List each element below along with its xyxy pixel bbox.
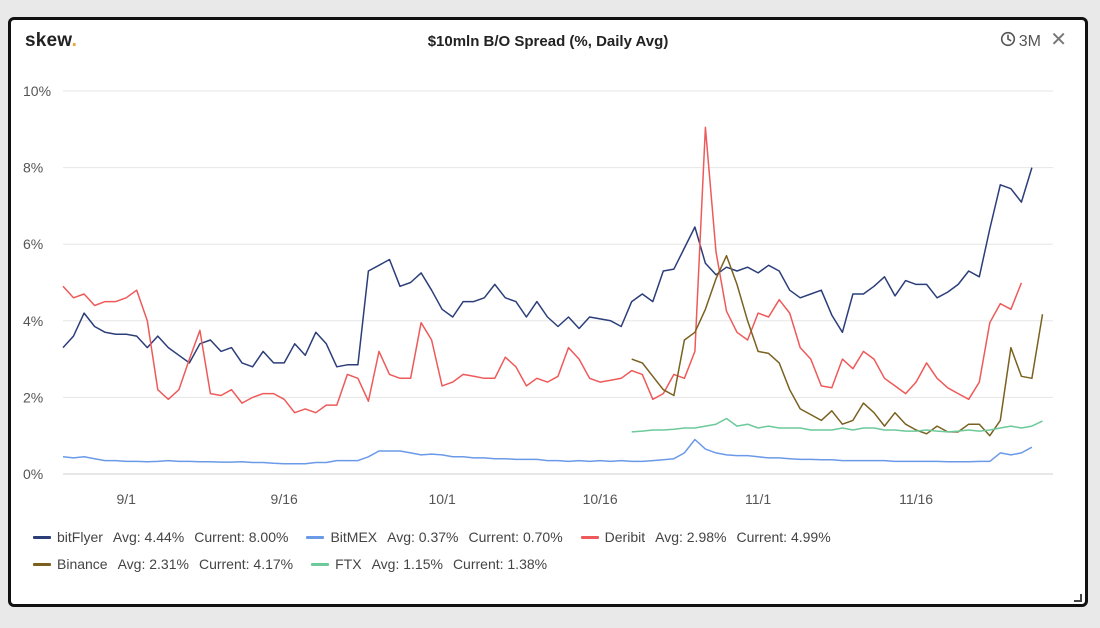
legend-swatch bbox=[311, 562, 330, 566]
legend-current-value: Current: 1.38% bbox=[452, 556, 548, 572]
legend-current-value: Current: 0.70% bbox=[468, 529, 563, 545]
legend-series-name: BitMEX bbox=[330, 529, 378, 545]
y-tick-label: 10% bbox=[23, 83, 51, 99]
legend-row: Binance Avg: 2.31% Current: 4.17% FTX Avg: 1… bbox=[33, 556, 547, 572]
legend-item-deribit[interactable]: Deribit Avg: 2.98% Current: 4.99% bbox=[580, 529, 831, 545]
resize-handle[interactable] bbox=[1074, 594, 1082, 602]
time-range-label: 3M bbox=[1018, 32, 1041, 50]
series-line-binance bbox=[631, 254, 1044, 437]
series-line-bitmex bbox=[62, 438, 1033, 465]
legend-series-name: Deribit bbox=[604, 529, 646, 545]
y-tick-label: 2% bbox=[23, 389, 43, 405]
legend-avg-value: Avg: 2.98% bbox=[655, 529, 727, 545]
legend-series-name: FTX bbox=[335, 556, 362, 572]
legend-current-value: Current: 8.00% bbox=[194, 529, 289, 545]
time-range-button[interactable]: 3M bbox=[1000, 31, 1041, 52]
chart-area: 0% 2% 4% 6% 8% 10% 9/1 9/16 10/1 10/16 11/1 11/16 bbox=[23, 83, 1053, 507]
legend-current-value: Current: 4.17% bbox=[198, 556, 294, 572]
x-tick-label: 10/16 bbox=[583, 491, 618, 507]
x-tick-label: 11/1 bbox=[745, 491, 771, 507]
brand-dot: . bbox=[71, 30, 78, 51]
y-tick-label: 0% bbox=[23, 466, 43, 482]
brand-name: skew bbox=[25, 30, 72, 51]
close-icon[interactable]: ✕ bbox=[1050, 29, 1067, 51]
x-tick-label: 9/1 bbox=[116, 491, 136, 507]
legend-avg-value: Avg: 1.15% bbox=[371, 556, 443, 572]
legend-series-name: Binance bbox=[57, 556, 108, 572]
series-line-bitflyer bbox=[62, 167, 1033, 368]
series-line-deribit bbox=[62, 126, 1023, 414]
legend-item-ftx[interactable]: FTX Avg: 1.15% Current: 1.38% bbox=[311, 556, 547, 572]
x-tick-label: 9/16 bbox=[271, 491, 298, 507]
chart-card: skew. $10mln B/O Spread (%, Daily Avg) 3… bbox=[8, 17, 1088, 607]
legend-current-value: Current: 4.99% bbox=[736, 529, 831, 545]
legend-swatch bbox=[580, 535, 599, 539]
y-tick-label: 6% bbox=[23, 236, 43, 252]
legend-swatch bbox=[33, 535, 51, 539]
x-tick-label: 10/1 bbox=[429, 491, 456, 507]
legend-avg-value: Avg: 0.37% bbox=[387, 529, 459, 545]
legend-item-binance[interactable]: Binance Avg: 2.31% Current: 4.17% bbox=[33, 556, 293, 572]
legend-swatch bbox=[33, 562, 51, 566]
y-tick-label: 4% bbox=[23, 313, 43, 329]
legend-series-name: bitFlyer bbox=[57, 529, 103, 545]
legend-avg-value: Avg: 2.31% bbox=[117, 556, 189, 572]
y-tick-label: 8% bbox=[23, 160, 43, 176]
legend-item-bitmex[interactable]: BitMEX Avg: 0.37% Current: 0.70% bbox=[306, 529, 563, 545]
clock-icon bbox=[1000, 31, 1016, 52]
legend-item-bitflyer[interactable]: bitFlyer Avg: 4.44% Current: 8.00% bbox=[33, 529, 288, 545]
series-line-ftx bbox=[631, 417, 1043, 433]
brand-logo: skew. bbox=[25, 30, 77, 52]
legend-avg-value: Avg: 4.44% bbox=[112, 529, 185, 545]
x-tick-label: 11/16 bbox=[899, 491, 933, 507]
legend-swatch bbox=[306, 535, 325, 539]
chart-title: $10mln B/O Spread (%, Daily Avg) bbox=[427, 33, 669, 50]
legend-row: bitFlyer Avg: 4.44% Current: 8.00% BitMEX Av… bbox=[33, 529, 831, 545]
